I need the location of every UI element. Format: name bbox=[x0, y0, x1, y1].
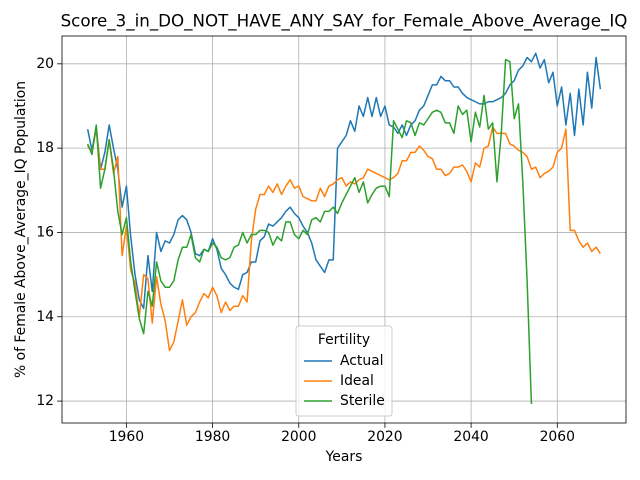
x-tick-label: 1960 bbox=[109, 429, 144, 445]
y-tick-label: 12 bbox=[36, 393, 54, 409]
x-tick-label: 1980 bbox=[195, 429, 230, 445]
x-tick-label: 2040 bbox=[453, 429, 488, 445]
x-tick-label: 2020 bbox=[367, 429, 402, 445]
legend-title: Fertility bbox=[318, 332, 370, 348]
legend-label: Sterile bbox=[340, 393, 385, 409]
legend-label: Ideal bbox=[340, 373, 374, 389]
y-tick-label: 18 bbox=[36, 140, 54, 156]
x-tick-label: 2060 bbox=[540, 429, 575, 445]
y-tick-label: 14 bbox=[36, 309, 54, 325]
legend-frame bbox=[295, 325, 393, 417]
line-series bbox=[86, 52, 602, 310]
legend: Fertility Actual Ideal Sterile bbox=[295, 325, 393, 417]
chart-title: Score_3_in_DO_NOT_HAVE_ANY_SAY_for_Femal… bbox=[61, 11, 628, 32]
legend-label: Actual bbox=[340, 353, 384, 369]
line-series bbox=[86, 58, 533, 405]
x-tick-label: 2000 bbox=[281, 429, 316, 445]
axes-frame bbox=[61, 35, 627, 424]
y-tick-label: 20 bbox=[36, 56, 54, 72]
y-axis-label: % of Female Above_Average_IQ Population bbox=[13, 81, 29, 378]
x-axis-label: Years bbox=[325, 449, 363, 465]
line-series bbox=[87, 126, 601, 352]
y-tick-label: 16 bbox=[36, 224, 54, 240]
